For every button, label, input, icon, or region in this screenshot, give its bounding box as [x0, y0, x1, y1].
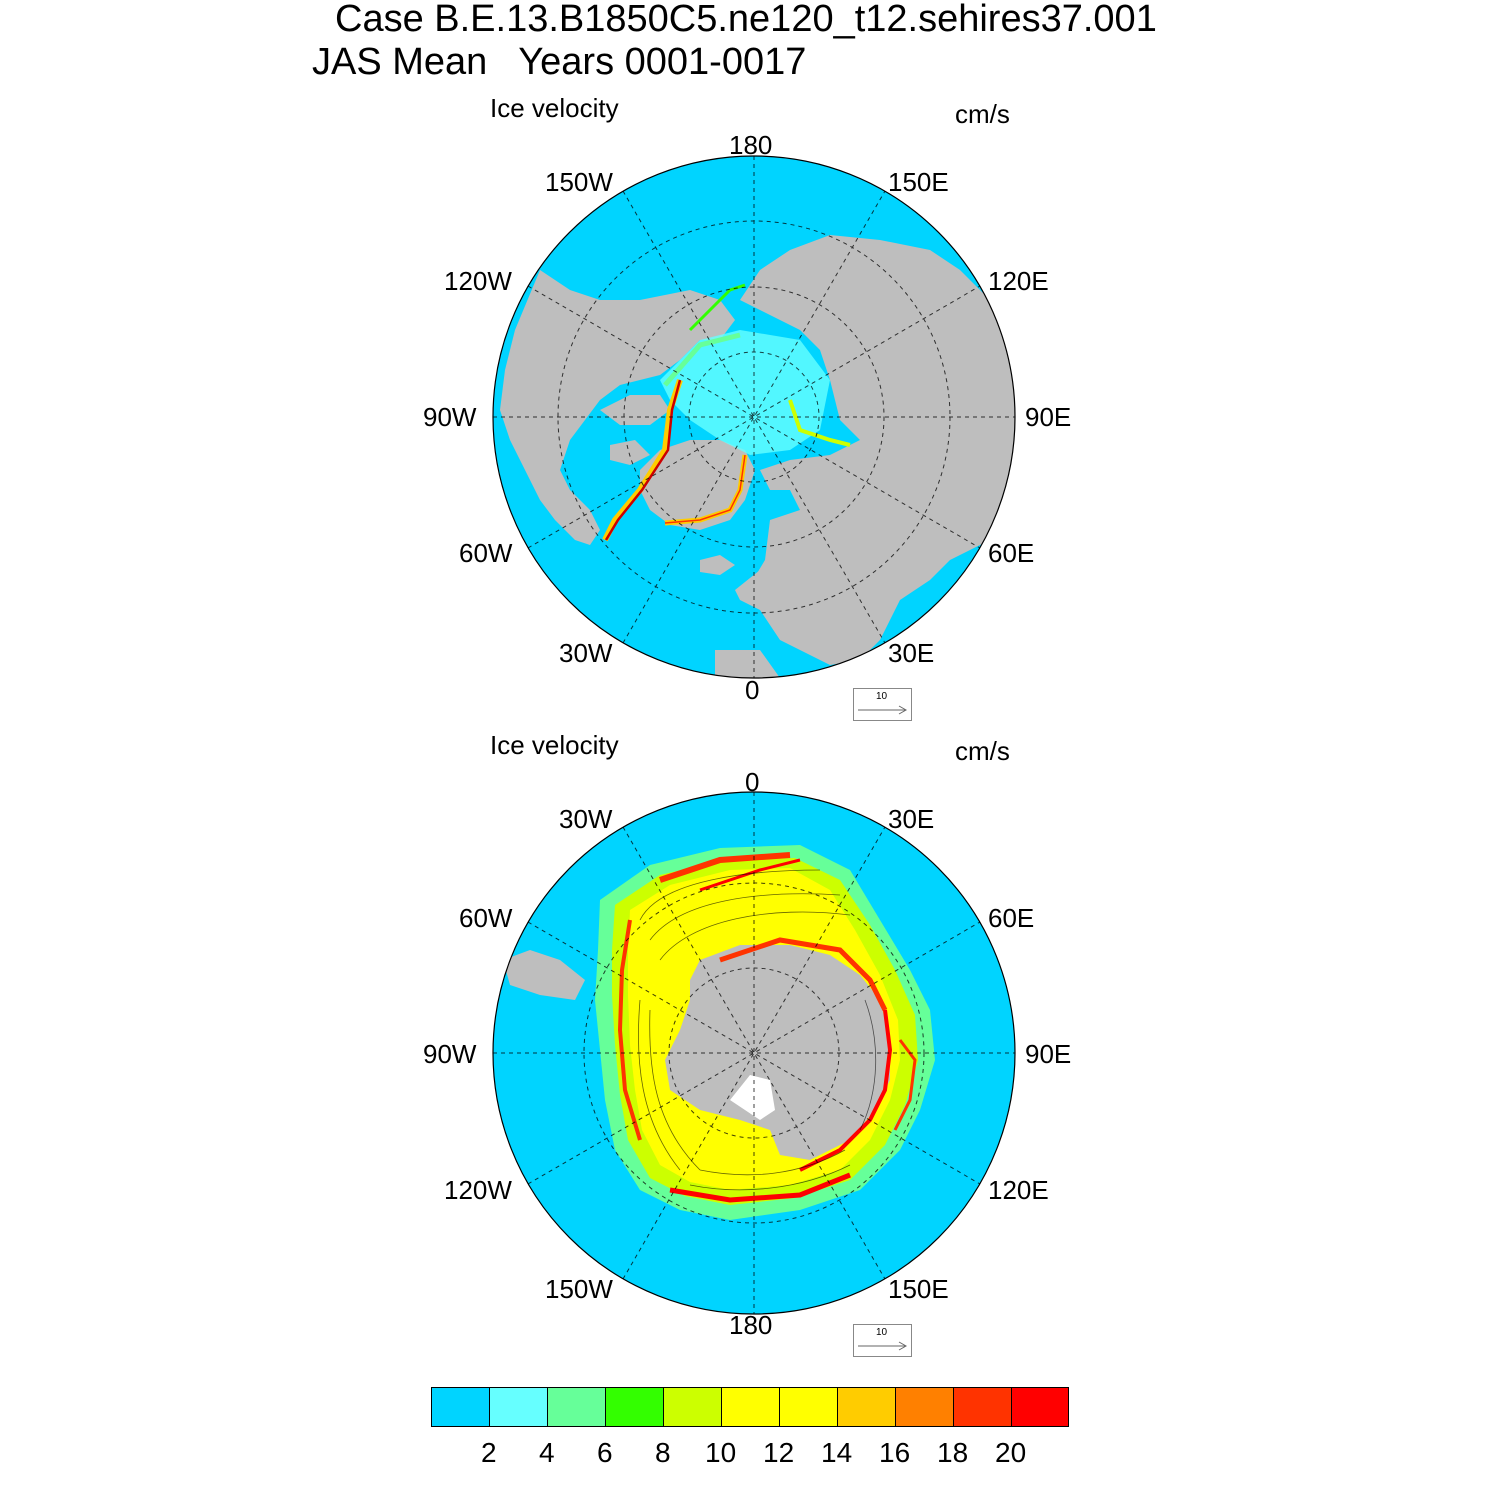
south-lon-label-120w: 120W	[444, 1175, 512, 1205]
colorbar-cell	[837, 1387, 896, 1427]
colorbar-tick-label: 4	[539, 1437, 555, 1468]
south-lon-label-30w: 30W	[559, 804, 613, 834]
plot-title-case: Case B.E.13.B1850C5.ne120_t12.sehires37.…	[335, 0, 1157, 40]
north-lon-label-90w: 90W	[423, 402, 477, 432]
south-lon-label-120e: 120E	[988, 1175, 1049, 1205]
colorbar-cell	[1011, 1387, 1069, 1427]
colorbar-tick-label: 8	[655, 1437, 671, 1468]
colorbar-cell	[779, 1387, 838, 1427]
south-units-label: cm/s	[955, 736, 1010, 766]
colorbar-tick-label: 10	[705, 1437, 737, 1468]
north-units-label: cm/s	[955, 99, 1010, 129]
colorbar-cell	[721, 1387, 780, 1427]
reference-arrow-icon	[858, 705, 908, 715]
north-polar-map	[492, 155, 1016, 679]
south-america-land	[503, 950, 585, 1000]
north-lon-label-30w: 30W	[559, 638, 613, 668]
south-lon-label-top: 0	[745, 767, 760, 797]
north-reference-vector: 10	[853, 688, 912, 721]
colorbar-cell	[605, 1387, 664, 1427]
colorbar-tick-label: 2	[481, 1437, 497, 1468]
colorbar-cell	[663, 1387, 722, 1427]
south-lon-label-60w: 60W	[459, 903, 513, 933]
south-lon-label-30e: 30E	[888, 804, 935, 834]
north-reference-vector-value: 10	[876, 691, 888, 702]
south-ice-field	[595, 845, 935, 1220]
north-lon-label-60e: 60E	[988, 538, 1035, 568]
colorbar-cell	[953, 1387, 1012, 1427]
south-reference-vector-value: 10	[876, 1327, 888, 1338]
colorbar-tick-label: 6	[597, 1437, 613, 1468]
north-lon-label-150w: 150W	[545, 167, 613, 197]
north-lon-label-90e: 90E	[1025, 402, 1072, 432]
south-lon-label-90e: 90E	[1025, 1039, 1072, 1069]
south-reference-vector: 10	[853, 1324, 912, 1357]
south-lon-label-bottom: 180	[729, 1310, 773, 1340]
north-lon-label-bottom: 0	[745, 675, 760, 705]
colorbar-cell	[431, 1387, 490, 1427]
north-lon-label-60w: 60W	[459, 538, 513, 568]
colorbar-cell	[489, 1387, 548, 1427]
reference-arrow-icon	[858, 1341, 908, 1351]
plot-title-period: JAS Mean Years 0001-0017	[312, 41, 807, 83]
south-lon-label-90w: 90W	[423, 1039, 477, 1069]
south-lon-label-150e: 150E	[888, 1274, 949, 1304]
south-lon-label-150w: 150W	[545, 1274, 613, 1304]
colorbar-tick-label: 14	[821, 1437, 853, 1468]
north-lon-label-150e: 150E	[888, 167, 949, 197]
south-map-border	[492, 791, 1016, 1315]
north-lon-label-120e: 120E	[988, 266, 1049, 296]
south-polar-map	[492, 791, 1016, 1315]
north-map-border	[492, 155, 1016, 679]
colorbar-cell	[895, 1387, 954, 1427]
colorbar-tick-label: 12	[763, 1437, 795, 1468]
north-lon-label-120w: 120W	[444, 266, 512, 296]
south-graticule	[493, 792, 1015, 1314]
colorbar-tick-label: 18	[937, 1437, 969, 1468]
north-lon-label-top: 180	[729, 130, 773, 160]
north-graticule	[493, 156, 1015, 678]
colorbar-cell	[547, 1387, 606, 1427]
south-field-label: Ice velocity	[490, 730, 619, 760]
colorbar-tick-label: 20	[995, 1437, 1027, 1468]
south-lon-label-60e: 60E	[988, 903, 1035, 933]
north-field-label: Ice velocity	[490, 93, 619, 123]
north-lon-label-30e: 30E	[888, 638, 935, 668]
colorbar-tick-label: 16	[879, 1437, 911, 1468]
north-land	[500, 235, 1015, 678]
